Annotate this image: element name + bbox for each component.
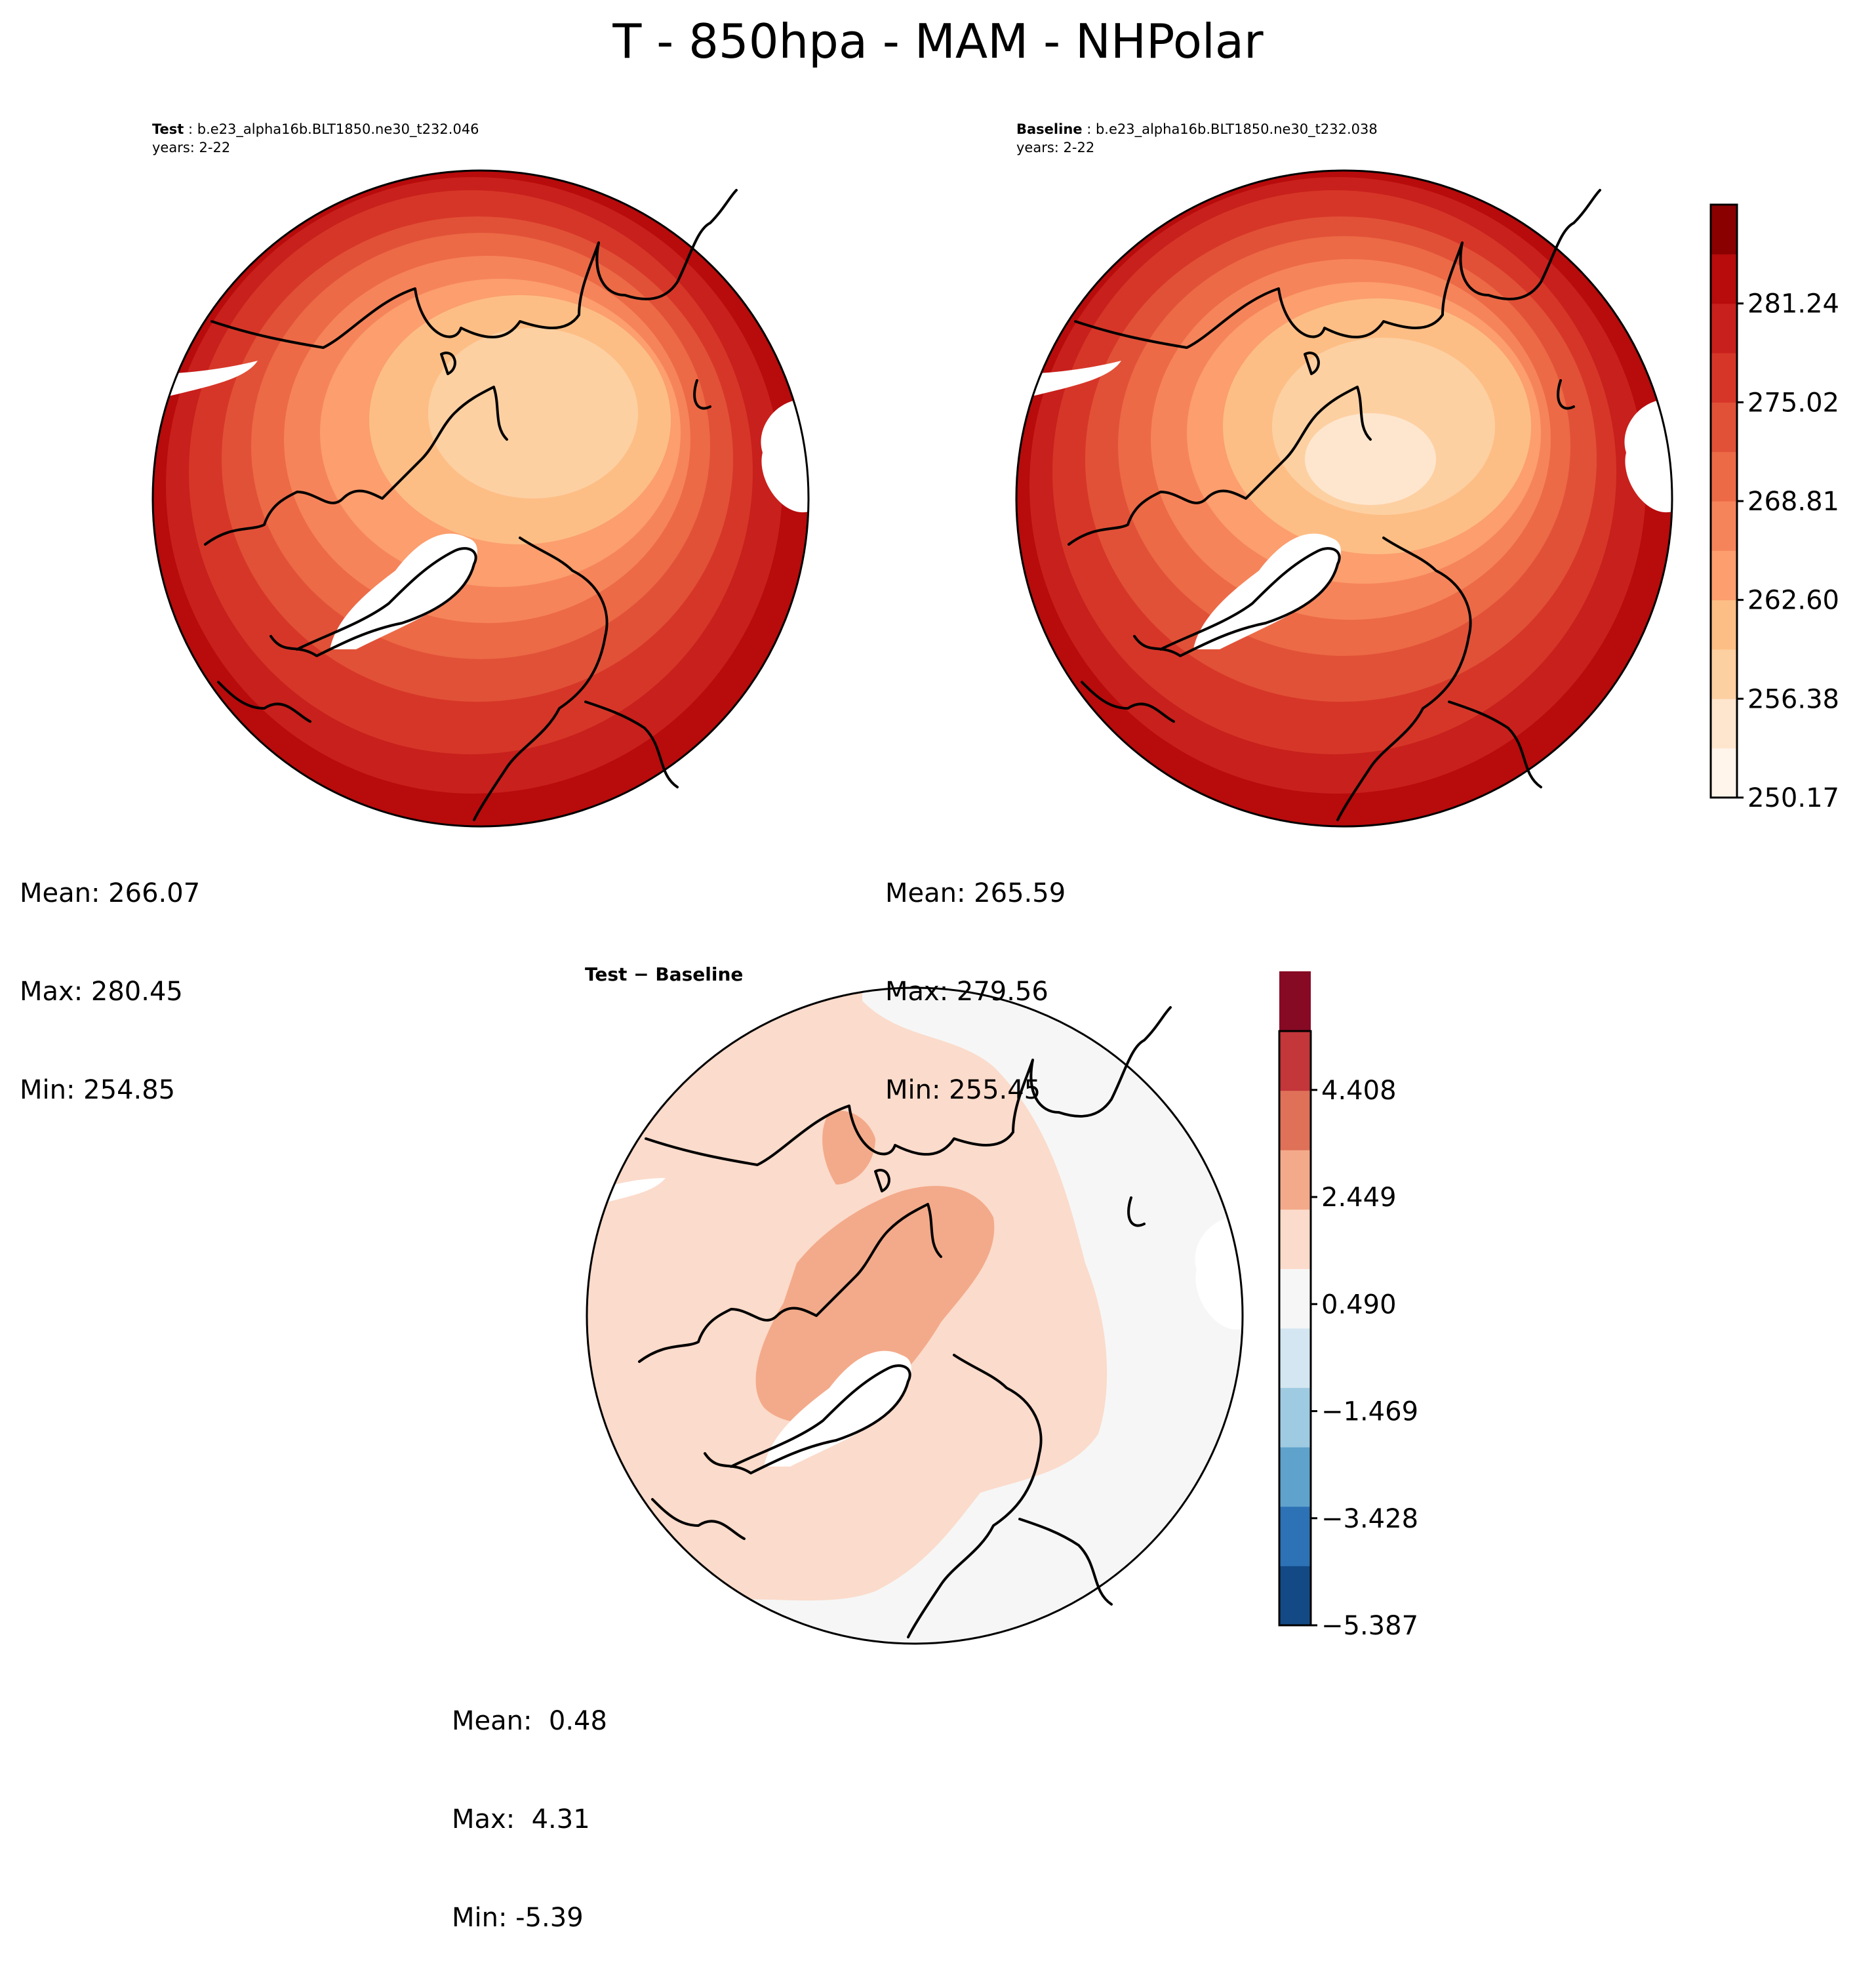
missing-data-himalaya [761, 400, 808, 513]
test-years: years: 2-22 [152, 140, 231, 155]
baseline-max: Max: 279.56 [885, 977, 1048, 1007]
missing-data-himalaya [1624, 400, 1672, 513]
figure-canvas: 250.17 256.38 262.60 268.81 275.02 281.24 [151, 169, 1839, 1645]
baseline-map-border [1015, 169, 1673, 828]
diff-mean: Mean: 0.48 [452, 1706, 607, 1736]
baseline-case-name: b.e23_alpha16b.BLT1850.ne30_t232.038 [1095, 121, 1378, 137]
figure-title: T - 850hpa - MAM - NHPolar [612, 14, 1264, 69]
diff-colorbar-segment [1279, 1506, 1311, 1566]
abs-colorbar-ticks: 250.17 256.38 262.60 268.81 275.02 281.24 [1737, 289, 1839, 813]
abs-colorbar-tick-label: 256.38 [1747, 684, 1839, 714]
baseline-temperature-field [1016, 171, 1672, 826]
diff-map-border [586, 986, 1244, 1645]
abs-colorbar-segment [1711, 353, 1737, 403]
diff-panel-title: Test − Baseline [585, 963, 744, 985]
test-separator: : [184, 121, 197, 137]
baseline-separator: : [1082, 121, 1096, 137]
abs-colorbar-segment [1711, 599, 1737, 650]
diff-map [586, 986, 1244, 1645]
greenland-missing [1193, 533, 1341, 649]
missing-data-atlantic [1016, 361, 1121, 400]
band-9 [1305, 413, 1436, 505]
abs-colorbar-segment [1711, 748, 1737, 798]
diff-colorbar-segment [1279, 1268, 1311, 1329]
diff-field [587, 988, 1243, 1644]
abs-colorbar-tick-label: 275.02 [1747, 388, 1839, 418]
test-coastlines [204, 189, 738, 821]
diff-colorbar-tick-label: 2.449 [1321, 1183, 1397, 1213]
diff-colorbar-tick-label: 0.490 [1321, 1289, 1397, 1320]
abs-colorbar-segment [1711, 303, 1737, 354]
diff-colorbar-tick-label: −1.469 [1321, 1397, 1418, 1427]
missing-data-atlantic [153, 361, 258, 400]
abs-colorbar-segment [1711, 254, 1737, 304]
baseline-label: Baseline [1016, 121, 1083, 137]
missing-data-himalaya [1195, 1217, 1243, 1330]
abs-colorbar-segments [1711, 205, 1737, 798]
diff-colorbar-segment [1279, 1209, 1311, 1269]
test-max: Max: 280.45 [20, 977, 183, 1007]
baseline-stats: Mean: 265.59 Max: 279.56 Min: 255.45 [885, 811, 1066, 1139]
diff-colorbar: −5.387 −3.428 −1.469 0.490 2.449 4.408 [1278, 971, 1418, 1641]
diff-colorbar-segment [1279, 1030, 1311, 1091]
diff-coastlines [638, 1006, 1172, 1638]
abs-colorbar: 250.17 256.38 262.60 268.81 275.02 281.24 [1709, 203, 1839, 813]
diff-colorbar-segments [1279, 971, 1311, 1626]
diff-max: Max: 4.31 [452, 1804, 590, 1835]
test-temperature-field [153, 171, 808, 826]
abs-colorbar-tick-label: 262.60 [1747, 586, 1839, 616]
baseline-map [1015, 169, 1673, 828]
diff-colorbar-tick-label: −3.428 [1321, 1504, 1418, 1534]
abs-colorbar-segment [1711, 451, 1737, 502]
diff-colorbar-segment [1279, 1090, 1311, 1150]
diff-colorbar-segment [1279, 1387, 1311, 1448]
baseline-years: years: 2-22 [1016, 140, 1095, 155]
diff-min: Min: -5.39 [452, 1903, 584, 1933]
diff-colorbar-segment [1279, 971, 1311, 1032]
baseline-panel-title: Baseline : b.e23_alpha16b.BLT1850.ne30_t… [1016, 120, 1378, 157]
test-label: Test [152, 121, 184, 137]
baseline-mean: Mean: 265.59 [885, 878, 1066, 908]
abs-colorbar-segment [1711, 205, 1737, 254]
diff-warm-barents [822, 1110, 875, 1185]
diff-colorbar-tick-label: 4.408 [1321, 1076, 1397, 1106]
diff-colorbar-segment [1279, 1328, 1311, 1389]
abs-colorbar-segment [1711, 649, 1737, 699]
abs-colorbar-tick-label: 250.17 [1747, 783, 1839, 813]
diff-neutral-east [705, 988, 1243, 1644]
test-panel-title: Test : b.e23_alpha16b.BLT1850.ne30_t232.… [152, 120, 479, 157]
test-stats: Mean: 266.07 Max: 280.45 Min: 254.85 [20, 811, 200, 1139]
abs-colorbar-segment [1711, 501, 1737, 551]
diff-colorbar-frame [1278, 1030, 1312, 1627]
diff-colorbar-segment [1279, 1149, 1311, 1210]
abs-colorbar-tick-label: 268.81 [1747, 487, 1839, 517]
band-8 [428, 328, 638, 498]
abs-colorbar-segment [1711, 699, 1737, 749]
diff-colorbar-segment [1279, 1446, 1311, 1507]
greenland-missing [764, 1350, 911, 1467]
baseline-coastlines [1068, 189, 1601, 821]
test-case-name: b.e23_alpha16b.BLT1850.ne30_t232.046 [197, 121, 479, 137]
test-map-border [151, 169, 810, 828]
baseline-min: Min: 255.45 [885, 1075, 1041, 1105]
greenland-missing [330, 533, 477, 649]
test-mean: Mean: 266.07 [20, 878, 201, 908]
diff-colorbar-tick-label: −5.387 [1321, 1611, 1418, 1641]
test-min: Min: 254.85 [20, 1075, 176, 1105]
diff-stats: Mean: 0.48 Max: 4.31 Min: -5.39 [452, 1639, 607, 1967]
test-map [151, 169, 810, 828]
abs-colorbar-segment [1711, 402, 1737, 453]
abs-colorbar-tick-label: 281.24 [1747, 289, 1839, 319]
diff-colorbar-ticks: −5.387 −3.428 −1.469 0.490 2.449 4.408 [1311, 1076, 1418, 1641]
abs-colorbar-segment [1711, 550, 1737, 601]
diff-colorbar-segment [1279, 1565, 1311, 1626]
